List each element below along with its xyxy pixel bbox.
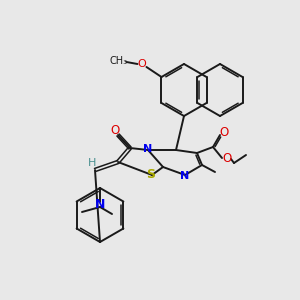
Text: O: O [222, 152, 232, 166]
Text: H: H [88, 158, 96, 168]
Text: N: N [143, 144, 153, 154]
Text: N: N [180, 171, 190, 181]
Text: O: O [110, 124, 120, 137]
Text: N: N [95, 197, 105, 211]
Text: O: O [137, 59, 146, 69]
Text: CH₃: CH₃ [110, 56, 128, 66]
Text: O: O [219, 127, 229, 140]
Text: S: S [146, 169, 155, 182]
